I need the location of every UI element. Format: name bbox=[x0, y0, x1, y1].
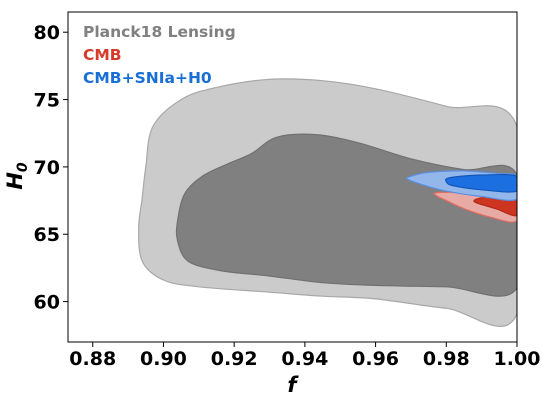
x-tick-label: 0.96 bbox=[352, 348, 399, 370]
contour-layer bbox=[138, 78, 517, 327]
plot-frame bbox=[67, 11, 518, 343]
legend: Planck18 Lensing CMB CMB+SNIa+H0 bbox=[83, 23, 236, 87]
y-axis-label: H0 bbox=[3, 162, 31, 190]
x-tick-label: 0.94 bbox=[281, 348, 328, 370]
x-tick-label: 0.92 bbox=[211, 348, 258, 370]
x-tick-label: 1.00 bbox=[494, 348, 541, 370]
x-tick-label: 0.88 bbox=[69, 348, 116, 370]
y-tick-label: 65 bbox=[34, 224, 60, 246]
x-axis: 0.88 0.90 0.92 0.94 0.96 0.98 1.00 bbox=[69, 342, 540, 370]
x-tick-label: 0.90 bbox=[140, 348, 187, 370]
x-tick-label: 0.98 bbox=[423, 348, 470, 370]
y-tick-label: 60 bbox=[34, 292, 60, 314]
contour-cmb-snia-h0-inner bbox=[444, 173, 517, 193]
x-axis-label: f bbox=[287, 373, 299, 397]
legend-entry-planck18-lensing: Planck18 Lensing bbox=[83, 23, 236, 41]
y-tick-label: 70 bbox=[34, 157, 60, 179]
y-axis: 60 65 70 75 80 bbox=[34, 22, 68, 314]
y-tick-label: 75 bbox=[34, 90, 60, 112]
legend-entry-cmb: CMB bbox=[83, 46, 122, 64]
y-tick-label: 80 bbox=[34, 22, 60, 44]
legend-entry-cmb-snia-h0: CMB+SNIa+H0 bbox=[83, 69, 212, 87]
y-axis-label-main: H bbox=[3, 172, 27, 190]
y-axis-label-subscript: 0 bbox=[15, 162, 31, 172]
